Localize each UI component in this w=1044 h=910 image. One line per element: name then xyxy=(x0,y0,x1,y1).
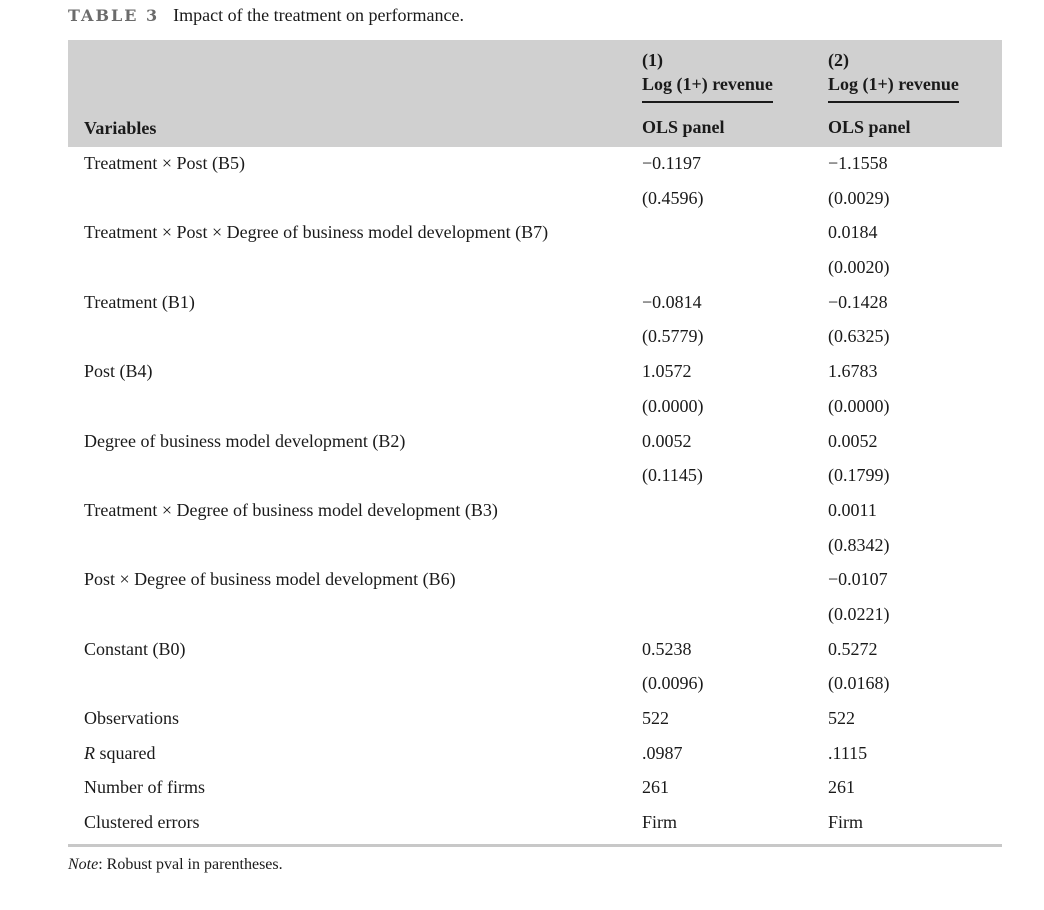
dependent-variable: Log (1+) revenue xyxy=(828,71,959,103)
table-row: Observations 522 522 xyxy=(68,702,1002,737)
row-value-col1: (0.0096) xyxy=(642,673,704,694)
row-value-col2: (0.8342) xyxy=(828,534,890,555)
column-header-2: (2) Log (1+) revenue OLS panel xyxy=(828,49,959,138)
row-value-col1: 1.0572 xyxy=(642,361,692,382)
table-row: (0.0000) (0.0000) xyxy=(68,390,1002,425)
variables-header: Variables xyxy=(84,118,157,138)
regression-table: Variables (1) Log (1+) revenue OLS panel… xyxy=(68,40,1002,847)
row-value-col1: 0.5238 xyxy=(642,638,692,659)
table-row: (0.5779) (0.6325) xyxy=(68,320,1002,355)
row-variable: Treatment × Post × Degree of business mo… xyxy=(84,222,549,243)
table-row: (0.8342) xyxy=(68,529,1002,564)
note-label: Note xyxy=(68,856,99,873)
row-variable: Constant (B0) xyxy=(84,638,186,659)
table-row: Post × Degree of business model developm… xyxy=(68,563,1002,598)
column-number: (2) xyxy=(828,50,849,70)
row-value-col2: 1.6783 xyxy=(828,361,878,382)
row-value-col2: −1.1558 xyxy=(828,153,888,173)
table-bottom-rule xyxy=(68,843,1002,847)
table-row: Degree of business model development (B2… xyxy=(68,425,1002,460)
row-variable: R squared xyxy=(84,742,156,763)
row-value-col1: (0.1145) xyxy=(642,465,703,486)
table-row: Number of firms 261 261 xyxy=(68,771,1002,806)
row-value-col2: (0.1799) xyxy=(828,465,890,486)
row-variable: Treatment × Post (B5) xyxy=(84,153,245,173)
column-header-1: (1) Log (1+) revenue OLS panel xyxy=(642,49,773,138)
row-value-col2: 261 xyxy=(828,777,855,798)
row-value-col1: .0987 xyxy=(642,742,683,763)
table-label: TABLE 3 xyxy=(68,6,160,25)
row-value-col2: −0.0107 xyxy=(828,569,888,590)
row-value-col1: (0.0000) xyxy=(642,395,704,416)
row-value-col1: −0.0814 xyxy=(642,291,702,312)
row-value-col1: Firm xyxy=(642,812,678,833)
estimation-method: OLS panel xyxy=(828,117,911,137)
table-row: Treatment × Post × Degree of business mo… xyxy=(68,216,1002,251)
row-value-col2: (0.0221) xyxy=(828,603,890,624)
table-caption: TABLE 3 Impact of the treatment on perfor… xyxy=(68,5,464,26)
table-row: Treatment (B1) −0.0814 −0.1428 xyxy=(68,286,1002,321)
table-row: R squared .0987 .1115 xyxy=(68,737,1002,772)
note-text: : Robust pval in parentheses. xyxy=(98,856,283,873)
table-row: Clustered errors Firm Firm xyxy=(68,806,1002,841)
row-variable: Treatment × Degree of business model dev… xyxy=(84,499,498,520)
estimation-method: OLS panel xyxy=(642,117,725,137)
table-row: Constant (B0) 0.5238 0.5272 xyxy=(68,633,1002,668)
row-variable: Post × Degree of business model developm… xyxy=(84,569,456,590)
row-value-col2: 0.0011 xyxy=(828,499,877,520)
row-variable: Clustered errors xyxy=(84,812,200,833)
row-value-col2: 0.0184 xyxy=(828,222,878,243)
row-value-col2: Firm xyxy=(828,812,864,833)
row-variable: Observations xyxy=(84,708,179,728)
row-value-col2: 0.0052 xyxy=(828,430,878,451)
table-row: (0.0096) (0.0168) xyxy=(68,667,1002,702)
table-row: (0.4596) (0.0029) xyxy=(68,182,1002,217)
table-row: Post (B4) 1.0572 1.6783 xyxy=(68,355,1002,390)
table-row: (0.1145) (0.1799) xyxy=(68,459,1002,494)
row-value-col2: (0.0029) xyxy=(828,187,890,208)
table-row: Treatment × Post (B5) −0.1197 −1.1558 xyxy=(68,147,1002,182)
row-value-col1: −0.1197 xyxy=(642,153,701,173)
column-number: (1) xyxy=(642,50,663,70)
row-value-col2: (0.0168) xyxy=(828,673,890,694)
row-value-col1: (0.4596) xyxy=(642,187,704,208)
row-variable: Degree of business model development (B2… xyxy=(84,430,406,451)
row-value-col2: (0.0000) xyxy=(828,395,890,416)
table-row: (0.0221) xyxy=(68,598,1002,633)
row-value-col2: 0.5272 xyxy=(828,638,878,659)
table-row: Treatment × Degree of business model dev… xyxy=(68,494,1002,529)
row-value-col2: .1115 xyxy=(828,742,868,763)
row-variable: Treatment (B1) xyxy=(84,291,195,312)
table-body: Treatment × Post (B5) −0.1197 −1.1558 (0.45… xyxy=(68,147,1002,841)
table-row: (0.0020) xyxy=(68,251,1002,286)
row-value-col1: 522 xyxy=(642,708,669,728)
table-note: Note: Robust pval in parentheses. xyxy=(68,856,283,874)
row-value-col2: 522 xyxy=(828,708,855,728)
row-value-col2: (0.0020) xyxy=(828,257,890,278)
dependent-variable: Log (1+) revenue xyxy=(642,71,773,103)
row-value-col1: 261 xyxy=(642,777,669,798)
row-value-col1: (0.5779) xyxy=(642,326,704,347)
row-variable: Number of firms xyxy=(84,777,205,798)
table-title: Impact of the treatment on performance. xyxy=(173,5,464,25)
row-value-col2: −0.1428 xyxy=(828,291,888,312)
row-value-col2: (0.6325) xyxy=(828,326,890,347)
table-header: Variables (1) Log (1+) revenue OLS panel… xyxy=(68,40,1002,147)
row-variable: Post (B4) xyxy=(84,361,153,382)
row-value-col1: 0.0052 xyxy=(642,430,692,451)
